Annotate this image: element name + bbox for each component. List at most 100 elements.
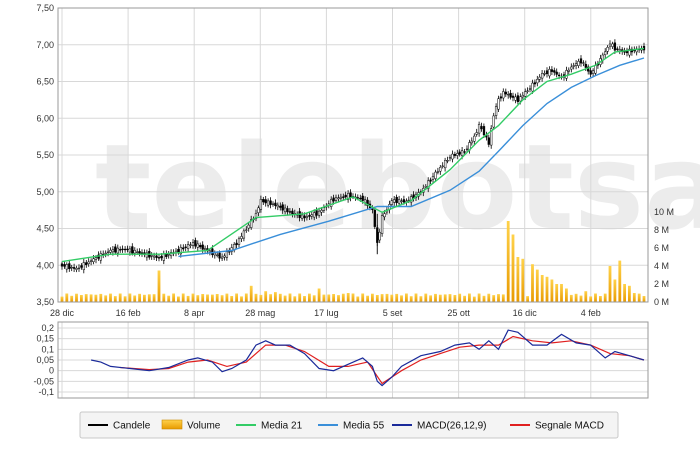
volume-bar <box>443 294 447 302</box>
candle-body <box>262 199 265 203</box>
candle-body <box>291 210 294 215</box>
candle-body <box>553 70 556 73</box>
volume-bar <box>482 295 486 302</box>
volume-tick-label: 6 M <box>654 243 669 253</box>
candle-body <box>402 199 406 203</box>
volume-bar <box>555 284 559 302</box>
legend-label: MACD(26,12,9) <box>417 421 486 432</box>
volume-bar <box>506 221 510 302</box>
candle-body <box>77 267 81 270</box>
volume-bar <box>94 294 98 302</box>
candle-body <box>269 200 272 205</box>
volume-bar <box>123 296 127 302</box>
volume-bar <box>429 295 432 302</box>
candle-body <box>317 210 321 216</box>
candle-body <box>75 267 78 270</box>
candle-body <box>475 132 478 135</box>
volume-bar <box>152 294 156 302</box>
candle-body <box>504 91 507 95</box>
volume-bar <box>177 296 180 302</box>
volume-bar <box>603 293 607 302</box>
candle-body <box>330 199 333 207</box>
candle-body <box>589 70 592 75</box>
volume-tick-label: 8 M <box>654 225 669 235</box>
candle-body <box>509 92 512 98</box>
legend-item-media-21: Media 21 <box>236 421 303 432</box>
x-tick-label: 8 apr <box>184 308 205 318</box>
candle-body <box>521 94 524 98</box>
volume-bar <box>463 295 466 302</box>
candle-body <box>434 171 437 179</box>
volume-bar <box>424 293 428 302</box>
candle-body <box>334 197 338 201</box>
volume-bar <box>356 296 360 302</box>
media-21-line <box>61 47 645 263</box>
legend-box <box>79 411 619 439</box>
candle-body <box>63 264 66 267</box>
candle-body <box>436 171 440 173</box>
volume-bar <box>167 295 171 302</box>
candle-body <box>456 153 459 156</box>
candle-body <box>240 236 243 239</box>
price-y-axis: 7,50 7,00 6,50 6,00 5,50 5,00 4,50 4,00 3,50 <box>36 3 54 307</box>
volume-bar <box>191 293 195 302</box>
x-tick-label: 17 lug <box>314 308 339 318</box>
volume-bar <box>278 293 282 302</box>
candle-body <box>167 254 170 256</box>
volume-bar <box>438 294 442 302</box>
candle-body <box>87 261 90 264</box>
candle-body <box>531 82 534 92</box>
candle-body <box>184 246 187 248</box>
volume-bar <box>589 296 593 302</box>
volume-bar <box>599 296 602 302</box>
candle-body <box>162 253 165 261</box>
candle-body <box>397 199 401 204</box>
candle-body <box>378 231 381 241</box>
x-tick-label: 16 feb <box>116 308 141 318</box>
candle-body <box>490 128 493 146</box>
volume-bar <box>642 296 646 302</box>
candle-body <box>604 51 607 55</box>
candle-body <box>393 199 396 203</box>
volume-bar <box>298 293 302 302</box>
candle-body <box>257 207 260 213</box>
candle-body <box>315 210 318 216</box>
candle-body <box>429 179 432 182</box>
candle-body <box>584 63 587 68</box>
candle-body <box>497 98 500 110</box>
candle-body <box>94 257 98 260</box>
candle-body <box>131 246 134 254</box>
candle-body <box>305 216 309 219</box>
candle-body <box>116 247 119 254</box>
candle-body <box>482 126 486 135</box>
candle-body <box>92 258 95 262</box>
macd-tick-label: 0,2 <box>41 323 54 333</box>
candle-body <box>169 252 173 257</box>
volume-bar <box>162 293 166 302</box>
volume-tick-label: 10 M <box>654 207 674 217</box>
candle-body <box>313 212 316 218</box>
candle-body <box>390 200 393 205</box>
candle-body <box>516 95 520 102</box>
candle-body <box>225 251 229 258</box>
volume-bar <box>196 295 200 302</box>
candle-body <box>541 73 544 79</box>
volume-bar <box>458 293 462 302</box>
volume-bar <box>201 294 205 302</box>
volume-bar <box>618 260 622 302</box>
macd-grid <box>58 327 648 393</box>
y-tick-label: 6,50 <box>36 77 54 87</box>
volume-bar <box>303 296 306 302</box>
volume-bar <box>138 293 141 302</box>
volume-bar <box>584 291 588 302</box>
candle-body <box>477 124 481 134</box>
legend-label: Candele <box>113 421 151 432</box>
candle-body <box>104 252 107 255</box>
volume-bar <box>351 293 355 302</box>
candle-body <box>494 106 498 116</box>
candle-body <box>550 69 554 72</box>
legend-item-macd-26-12-9: MACD(26,12,9) <box>392 421 486 432</box>
volume-bar <box>75 293 78 302</box>
candle-body <box>628 48 631 56</box>
volume-bar <box>89 294 93 302</box>
